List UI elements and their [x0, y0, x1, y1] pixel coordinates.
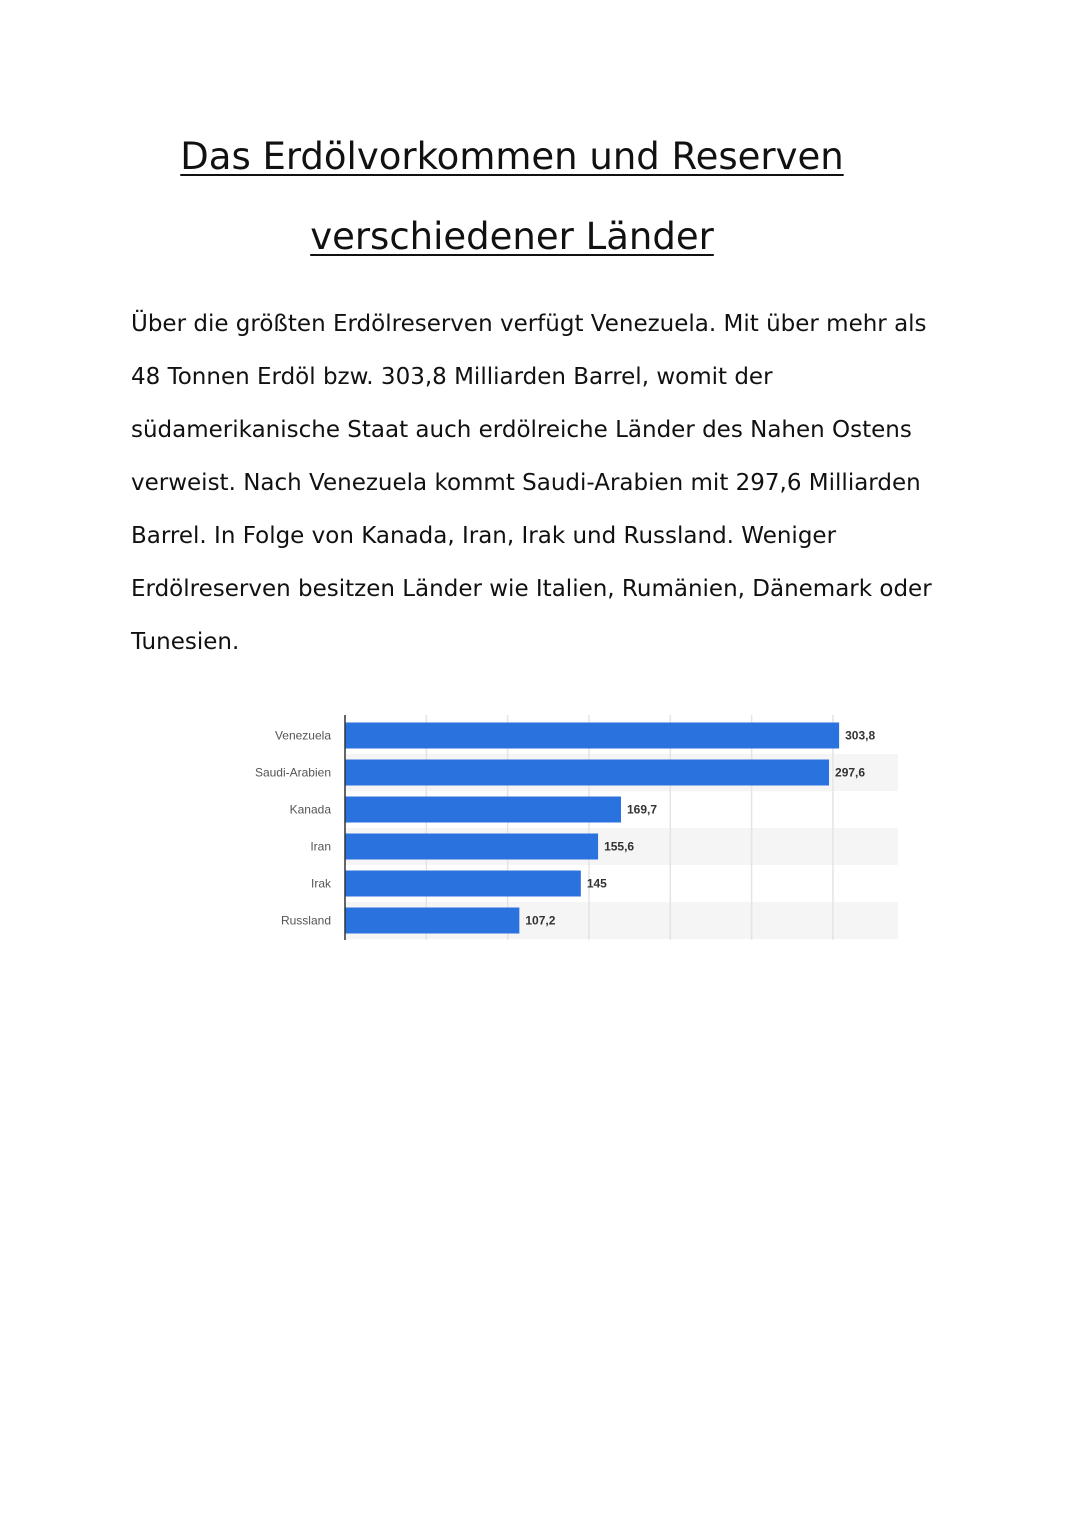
- value-label: 107,2: [525, 914, 555, 928]
- value-label: 169,7: [627, 803, 657, 817]
- bar: [345, 796, 622, 823]
- category-label: Iran: [310, 840, 331, 854]
- category-label: Russland: [281, 914, 331, 928]
- category-label: Irak: [311, 877, 332, 891]
- value-label: 303,8: [845, 729, 875, 743]
- category-label: Kanada: [290, 803, 332, 817]
- value-label: 155,6: [604, 840, 634, 854]
- bar: [345, 907, 520, 934]
- bar: [345, 722, 840, 749]
- paragraph-line-1: Über die größten Erdölreserven verfügt V…: [131, 311, 927, 337]
- document-title-line-1: Das Erdölvorkommen und Reserven: [180, 135, 844, 178]
- paragraph-line-4: verweist. Nach Venezuela kommt Saudi-Ara…: [131, 470, 921, 496]
- category-label: Saudi-Arabien: [255, 766, 331, 780]
- paragraph-line-5: Barrel. In Folge von Kanada, Iran, Irak …: [131, 523, 837, 549]
- bar: [345, 759, 830, 786]
- value-label: 297,6: [835, 766, 865, 780]
- paragraph-line-2: 48 Tonnen Erdöl bzw. 303,8 Milliarden Ba…: [131, 364, 773, 390]
- value-label: 145: [587, 877, 607, 891]
- bar: [345, 870, 581, 897]
- paragraph-line-6: Erdölreserven besitzen Länder wie Italie…: [131, 576, 932, 602]
- category-label: Venezuela: [275, 729, 331, 743]
- document-title-line-2: verschiedener Länder: [310, 215, 714, 258]
- paragraph-line-7: Tunesien.: [131, 629, 240, 655]
- oil-reserves-bar-chart: Venezuela 303,8 Saudi-Arabien 297,6 Kanada 16…: [255, 715, 898, 940]
- body-paragraph: Über die größten Erdölreserven verfügt V…: [131, 300, 971, 671]
- paragraph-line-3: südamerikanische Staat auch erdölreiche …: [131, 417, 912, 443]
- bar: [345, 833, 599, 860]
